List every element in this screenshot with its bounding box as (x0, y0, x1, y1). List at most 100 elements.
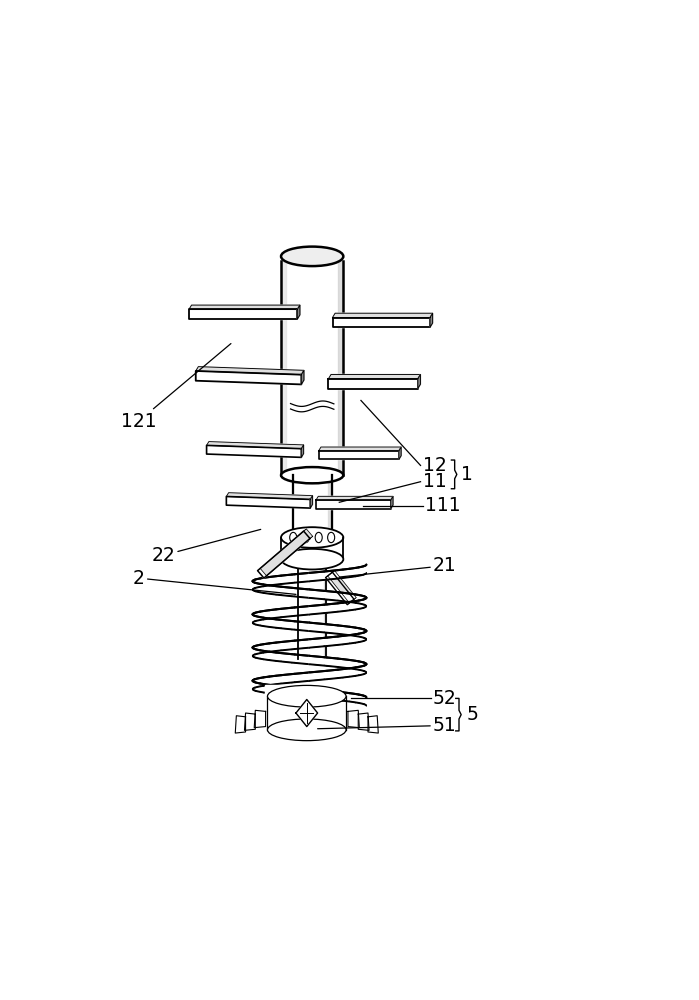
Ellipse shape (328, 532, 335, 543)
Polygon shape (293, 475, 332, 538)
Polygon shape (364, 696, 366, 705)
Polygon shape (399, 447, 401, 459)
Polygon shape (268, 696, 346, 730)
Polygon shape (319, 447, 401, 451)
Polygon shape (310, 589, 324, 599)
Polygon shape (310, 623, 324, 632)
Polygon shape (328, 475, 332, 538)
Polygon shape (324, 603, 338, 613)
Polygon shape (350, 693, 359, 703)
Ellipse shape (281, 467, 343, 483)
Polygon shape (310, 572, 324, 581)
Polygon shape (364, 565, 366, 574)
Polygon shape (350, 660, 359, 669)
Text: 5: 5 (467, 705, 478, 724)
Polygon shape (281, 261, 343, 475)
Polygon shape (310, 496, 312, 508)
Polygon shape (338, 668, 350, 678)
Polygon shape (324, 636, 338, 646)
Polygon shape (236, 716, 245, 733)
Ellipse shape (268, 685, 346, 707)
Polygon shape (364, 596, 366, 606)
Text: 51: 51 (317, 716, 456, 735)
Polygon shape (359, 599, 364, 609)
Polygon shape (364, 631, 366, 640)
Ellipse shape (293, 528, 332, 542)
Polygon shape (310, 656, 324, 665)
Polygon shape (310, 689, 324, 699)
Polygon shape (359, 628, 364, 638)
Text: 11: 11 (424, 472, 447, 491)
Polygon shape (350, 594, 359, 603)
Polygon shape (430, 313, 433, 327)
Polygon shape (329, 379, 418, 389)
Polygon shape (260, 529, 312, 576)
Ellipse shape (289, 532, 297, 543)
Text: 12: 12 (424, 456, 447, 475)
Polygon shape (324, 670, 338, 679)
Polygon shape (196, 367, 304, 375)
Polygon shape (359, 713, 369, 730)
Polygon shape (338, 625, 350, 635)
Polygon shape (359, 595, 364, 605)
Polygon shape (310, 671, 324, 681)
Polygon shape (338, 659, 350, 668)
Ellipse shape (302, 532, 309, 543)
Polygon shape (281, 261, 286, 475)
Polygon shape (328, 571, 356, 603)
Ellipse shape (281, 549, 343, 569)
Ellipse shape (281, 247, 343, 266)
Polygon shape (364, 663, 366, 672)
Polygon shape (364, 664, 366, 674)
Polygon shape (265, 685, 349, 741)
Text: 21: 21 (339, 556, 456, 577)
Polygon shape (418, 374, 420, 389)
Polygon shape (298, 569, 326, 659)
Polygon shape (338, 592, 350, 602)
Ellipse shape (281, 527, 343, 548)
Polygon shape (333, 318, 430, 327)
Polygon shape (324, 690, 338, 700)
Text: 121: 121 (121, 344, 231, 431)
Polygon shape (338, 602, 350, 611)
Polygon shape (338, 635, 350, 645)
Polygon shape (359, 666, 364, 675)
Polygon shape (350, 667, 359, 676)
Polygon shape (324, 591, 338, 600)
Polygon shape (359, 695, 364, 704)
Polygon shape (207, 445, 301, 457)
Polygon shape (257, 531, 310, 578)
Polygon shape (324, 624, 338, 634)
Polygon shape (301, 445, 303, 457)
Polygon shape (297, 305, 300, 319)
Polygon shape (245, 713, 255, 730)
Polygon shape (324, 570, 338, 580)
Polygon shape (319, 451, 399, 459)
Text: 52: 52 (433, 689, 456, 708)
Polygon shape (326, 572, 354, 605)
Polygon shape (359, 566, 364, 575)
Polygon shape (364, 630, 366, 639)
Polygon shape (254, 710, 266, 728)
Polygon shape (189, 305, 300, 309)
Polygon shape (196, 371, 301, 384)
Polygon shape (333, 313, 433, 318)
Polygon shape (207, 442, 303, 449)
Polygon shape (350, 567, 359, 577)
Polygon shape (350, 627, 359, 636)
Ellipse shape (315, 532, 322, 543)
Polygon shape (324, 657, 338, 667)
Polygon shape (281, 538, 343, 559)
Polygon shape (350, 601, 359, 610)
Polygon shape (316, 496, 393, 500)
Text: 111: 111 (425, 496, 461, 515)
Polygon shape (359, 661, 364, 671)
Polygon shape (329, 374, 420, 379)
Ellipse shape (268, 719, 346, 741)
Text: 1: 1 (461, 465, 473, 484)
Polygon shape (301, 370, 304, 384)
Polygon shape (189, 309, 297, 319)
Polygon shape (338, 261, 343, 475)
Polygon shape (391, 496, 393, 509)
Polygon shape (368, 716, 378, 733)
